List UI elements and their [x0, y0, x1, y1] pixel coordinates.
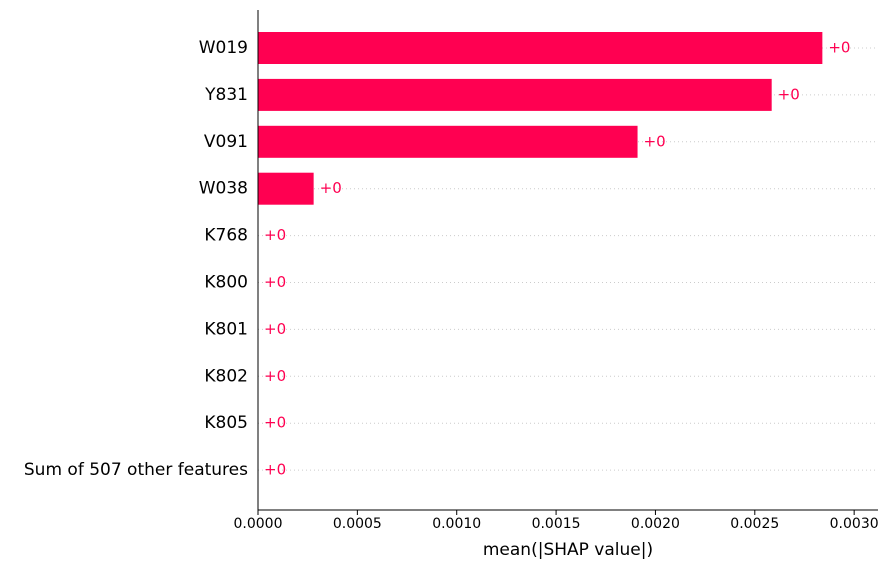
value-label: +0 [264, 461, 286, 479]
x-tick-label: 0.0005 [333, 516, 382, 532]
value-label: +0 [644, 132, 666, 150]
category-label: K768 [204, 226, 248, 246]
category-label: Sum of 507 other features [24, 460, 248, 480]
category-labels: W019 Y831 V091 W038 K768 K800 K801 K802 K805 Sum … [24, 38, 248, 480]
value-label: +0 [264, 367, 286, 385]
x-ticks: 0.0000 0.0005 0.0010 0.0015 0.0020 0.0025 0.00… [234, 510, 879, 532]
x-tick-label: 0.0020 [631, 516, 680, 532]
value-label: +0 [264, 226, 286, 244]
bar [258, 125, 638, 158]
value-label: +0 [320, 179, 342, 197]
row-guides [258, 47, 878, 471]
value-label: +0 [778, 85, 800, 103]
category-label: K800 [204, 273, 248, 293]
value-label: +0 [264, 414, 286, 432]
category-label: W038 [199, 179, 248, 199]
category-label: V091 [204, 132, 248, 152]
x-tick-label: 0.0000 [234, 516, 283, 532]
bar [258, 78, 772, 111]
x-tick-label: 0.0015 [532, 516, 581, 532]
category-label: W019 [199, 38, 248, 58]
bar [258, 32, 823, 64]
value-labels: +0 +0 +0 +0 +0 +0 +0 +0 +0 +0 [264, 39, 850, 479]
x-axis-title: mean(|SHAP value|) [483, 540, 653, 560]
bar [258, 172, 314, 205]
x-tick-label: 0.0030 [830, 516, 879, 532]
category-label: K801 [204, 319, 248, 339]
value-label: +0 [264, 273, 286, 291]
value-label: +0 [828, 39, 850, 57]
bars [258, 32, 823, 205]
axes [257, 10, 878, 511]
x-tick-label: 0.0025 [730, 516, 779, 532]
category-label: Y831 [204, 85, 248, 105]
category-label: K805 [204, 413, 248, 433]
x-tick-label: 0.0010 [432, 516, 481, 532]
category-label: K802 [204, 366, 248, 386]
value-label: +0 [264, 320, 286, 338]
